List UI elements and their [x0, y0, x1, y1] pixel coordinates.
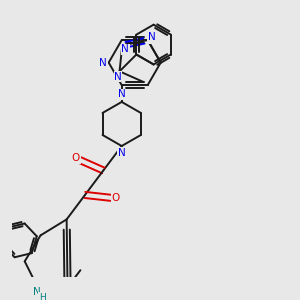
Text: N: N — [122, 44, 129, 54]
Text: N: N — [118, 148, 126, 158]
Text: O: O — [72, 153, 80, 164]
Text: N: N — [148, 32, 155, 42]
Text: H: H — [39, 293, 46, 300]
Text: N: N — [114, 72, 122, 82]
Text: N: N — [148, 34, 156, 44]
Text: N: N — [118, 89, 126, 99]
Text: O: O — [111, 193, 119, 203]
Text: N: N — [33, 287, 41, 297]
Text: N: N — [99, 58, 107, 68]
